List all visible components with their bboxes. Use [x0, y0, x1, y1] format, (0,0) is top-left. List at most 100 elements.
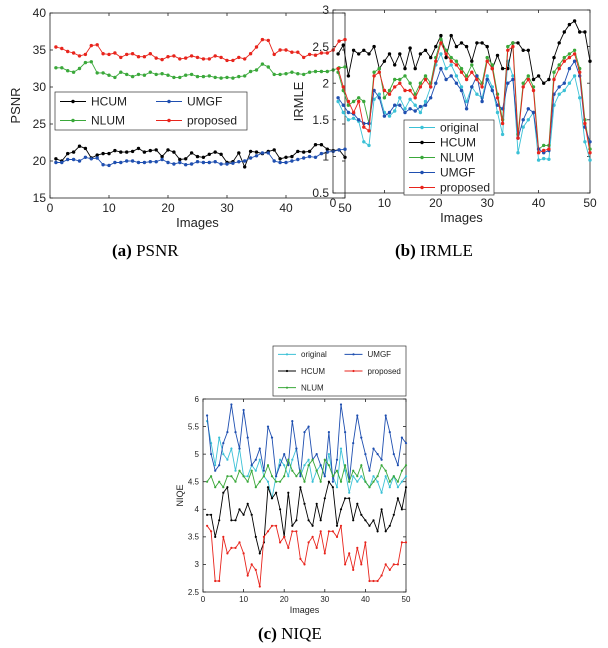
psnr-point-HCUM	[95, 153, 99, 157]
psnr-series-NLUM	[54, 60, 347, 80]
psnr-point-UMGF	[195, 160, 200, 164]
irmle-point-proposed	[351, 110, 356, 115]
irmle-point-proposed	[521, 85, 525, 89]
psnr-point-UMGF	[89, 157, 94, 161]
niqe-point-HCUM	[404, 486, 408, 489]
irmle-point-UMGF	[393, 103, 397, 107]
irmle-point-UMGF	[434, 81, 438, 85]
niqe-series-proposed	[206, 524, 408, 588]
psnr-ytick-label: 40	[33, 6, 47, 20]
irmle-point-HCUM	[429, 55, 433, 60]
irmle-point-NLUM	[372, 70, 376, 74]
niqe-point-HCUM	[287, 491, 290, 494]
irmle-point-original	[475, 92, 479, 96]
irmle-point-HCUM	[562, 30, 566, 34]
irmle-point-original	[362, 140, 366, 144]
niqe-line-NLUM	[206, 458, 407, 489]
irmle-point-original	[413, 103, 417, 107]
niqe-point-UMGF	[218, 464, 221, 467]
psnr-point-NLUM	[166, 73, 170, 77]
irmle-point-proposed	[500, 121, 505, 126]
irmle-point-HCUM	[516, 41, 520, 45]
irmle-point-HCUM	[459, 41, 464, 45]
psnr-point-HCUM	[148, 148, 152, 153]
psnr-point-proposed	[313, 53, 318, 57]
niqe-point-proposed	[279, 541, 282, 544]
psnr-point-NLUM	[231, 76, 235, 80]
psnr-point-proposed	[337, 39, 341, 43]
irmle-point-UMGF	[377, 96, 381, 100]
psnr-point-NLUM	[307, 70, 312, 74]
niqe-point-UMGF	[299, 475, 302, 478]
irmle-ytick-label: 2	[322, 76, 329, 90]
irmle-point-proposed	[536, 151, 541, 155]
irmle-point-UMGF	[511, 77, 515, 82]
psnr-point-NLUM	[113, 75, 117, 80]
irmle-point-proposed	[413, 96, 417, 100]
irmle-ytick-label: 0.5	[312, 186, 329, 200]
irmle-point-original	[393, 109, 397, 113]
irmle-point-UMGF	[346, 110, 351, 115]
niqe-point-UMGF	[254, 458, 257, 461]
psnr-point-HCUM	[237, 151, 241, 155]
irmle-point-UMGF	[526, 107, 530, 111]
niqe-ytick-label: 4.5	[188, 478, 200, 487]
niqe-point-original	[287, 475, 290, 478]
psnr-point-UMGF	[278, 160, 282, 165]
niqe-point-NLUM	[392, 475, 395, 478]
niqe-line-original	[206, 421, 407, 499]
irmle-point-proposed	[470, 70, 474, 74]
irmle-point-proposed	[403, 88, 407, 93]
irmle-point-NLUM	[526, 74, 530, 78]
psnr-point-NLUM	[219, 76, 223, 80]
irmle-point-HCUM	[362, 48, 366, 52]
irmle-legend-item-original: original	[409, 121, 479, 135]
psnr-point-UMGF	[113, 160, 117, 165]
psnr-point-NLUM	[71, 70, 76, 74]
irmle-point-HCUM	[526, 48, 530, 52]
irmle-point-original	[542, 156, 546, 161]
irmle-point-UMGF	[387, 110, 392, 115]
niqe-point-proposed	[388, 568, 391, 572]
irmle-legend-item-UMGF: UMGF	[409, 166, 475, 180]
niqe-point-HCUM	[380, 508, 383, 511]
psnr-point-proposed	[201, 57, 206, 61]
psnr-point-UMGF	[148, 160, 152, 164]
niqe-point-HCUM	[315, 502, 318, 505]
irmle-point-HCUM	[470, 59, 474, 63]
niqe-point-UMGF	[323, 475, 326, 478]
niqe-point-original	[258, 458, 261, 461]
psnr-point-proposed	[290, 50, 294, 54]
niqe-point-proposed	[372, 579, 375, 583]
niqe-ytick-label: 3.5	[188, 533, 200, 542]
psnr-point-UMGF	[136, 160, 141, 165]
niqe-point-NLUM	[254, 486, 257, 489]
niqe-point-HCUM	[335, 524, 339, 527]
psnr-point-HCUM	[136, 146, 141, 151]
niqe-point-NLUM	[352, 469, 355, 472]
niqe-point-original	[279, 458, 282, 461]
irmle-point-HCUM	[372, 44, 376, 49]
niqe-point-HCUM	[303, 502, 306, 505]
niqe-point-HCUM	[206, 513, 209, 516]
niqe-point-original	[404, 475, 408, 478]
niqe-point-NLUM	[368, 486, 371, 489]
psnr-point-proposed	[225, 58, 229, 63]
irmle-point-HCUM	[444, 55, 448, 60]
psnr-point-proposed	[243, 57, 247, 61]
psnr-point-proposed	[248, 52, 253, 56]
irmle-point-HCUM	[351, 48, 356, 52]
niqe-point-UMGF	[327, 431, 330, 434]
niqe-point-NLUM	[287, 458, 290, 461]
psnr-point-HCUM	[195, 154, 200, 159]
psnr-xtick-label: 0	[47, 201, 54, 215]
irmle-legend-marker	[420, 170, 424, 175]
psnr-legend-item-HCUM: HCUM	[60, 95, 127, 109]
irmle-point-HCUM	[464, 44, 469, 49]
niqe-ytick-label: 4	[195, 505, 200, 514]
psnr-point-NLUM	[160, 72, 164, 76]
niqe-point-proposed	[404, 541, 408, 544]
niqe-point-NLUM	[311, 458, 314, 461]
niqe-point-original	[214, 464, 217, 467]
